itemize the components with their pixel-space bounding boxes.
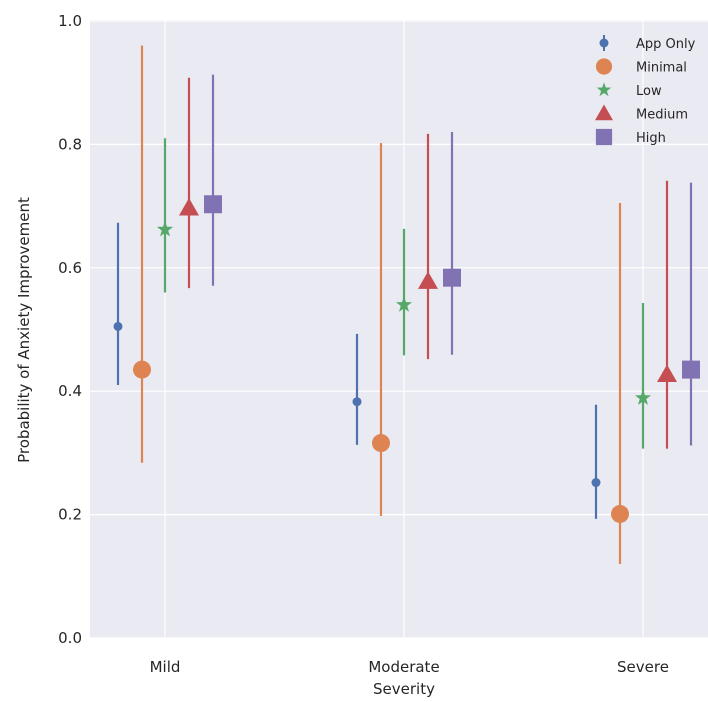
- legend-marker: [599, 38, 609, 48]
- data-point: [443, 268, 461, 287]
- x-tick-label: Moderate: [368, 658, 439, 676]
- legend-label: High: [636, 131, 666, 146]
- data-point: [634, 389, 652, 405]
- y-tick-label: 1.0: [58, 12, 82, 30]
- legend-label: Minimal: [636, 61, 687, 76]
- legend-marker: [595, 58, 613, 75]
- data-point: [372, 434, 390, 453]
- data-point: [179, 197, 199, 216]
- legend: App Only Minimal Low Medium High: [595, 35, 696, 146]
- x-axis-label: Severity: [373, 680, 435, 698]
- y-tick-label: 0.4: [58, 382, 82, 400]
- y-tick-label: 0.2: [58, 506, 82, 524]
- data-point: [682, 360, 700, 379]
- y-tick-label: 0.6: [58, 259, 82, 277]
- plot-background: [90, 20, 708, 638]
- error-bars: [116, 45, 693, 564]
- y-tick-label: 0.8: [58, 135, 82, 153]
- y-axis-label: Probability of Anxiety Improvement: [15, 197, 33, 463]
- data-point: [657, 364, 677, 383]
- y-tick-label: 0.0: [58, 629, 82, 647]
- legend-label: App Only: [636, 37, 696, 52]
- data-point: [591, 478, 601, 488]
- data-markers: [113, 195, 700, 523]
- x-tick-label: Severe: [617, 658, 669, 676]
- legend-label: Medium: [636, 108, 688, 123]
- data-point: [204, 195, 222, 214]
- x-tick-labels: Mild Moderate Severe: [150, 658, 669, 676]
- data-point: [113, 321, 123, 331]
- x-tick-label: Mild: [150, 658, 181, 676]
- legend-marker: [596, 82, 612, 97]
- data-point: [395, 296, 413, 312]
- y-tick-labels: 0.0 0.2 0.4 0.6 0.8 1.0: [58, 12, 82, 647]
- data-point: [156, 221, 174, 237]
- data-point: [352, 397, 362, 407]
- legend-marker: [595, 128, 613, 146]
- data-point: [611, 504, 629, 523]
- legend-marker: [595, 104, 613, 121]
- data-point: [133, 360, 151, 379]
- data-point: [418, 271, 438, 289]
- legend-label: Low: [636, 84, 662, 99]
